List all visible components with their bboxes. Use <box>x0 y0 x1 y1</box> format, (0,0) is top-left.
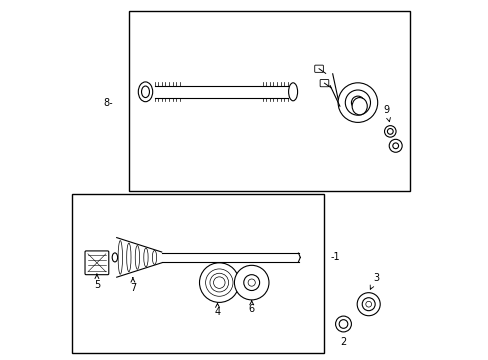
Text: -1: -1 <box>330 252 340 262</box>
Ellipse shape <box>288 83 297 101</box>
Circle shape <box>247 279 255 286</box>
Circle shape <box>199 263 239 302</box>
Text: 8-: 8- <box>103 98 113 108</box>
Circle shape <box>351 96 364 109</box>
Circle shape <box>362 298 374 311</box>
Text: 9: 9 <box>383 105 389 122</box>
Circle shape <box>388 139 401 152</box>
FancyBboxPatch shape <box>85 251 108 275</box>
Circle shape <box>337 83 377 122</box>
FancyBboxPatch shape <box>314 65 323 72</box>
Bar <box>72 194 323 353</box>
Text: 4: 4 <box>214 303 220 317</box>
Text: 3: 3 <box>369 273 378 289</box>
Text: 6: 6 <box>248 301 254 314</box>
Circle shape <box>356 293 380 316</box>
FancyBboxPatch shape <box>320 80 328 87</box>
Text: 2: 2 <box>340 337 346 347</box>
Circle shape <box>345 90 370 115</box>
Ellipse shape <box>141 86 149 98</box>
Bar <box>129 11 409 191</box>
Ellipse shape <box>112 253 117 262</box>
Circle shape <box>339 320 347 328</box>
Circle shape <box>234 265 268 300</box>
Circle shape <box>386 129 392 134</box>
Ellipse shape <box>138 82 152 102</box>
Circle shape <box>335 316 351 332</box>
Circle shape <box>392 143 398 149</box>
Ellipse shape <box>351 98 366 115</box>
Circle shape <box>244 275 259 291</box>
Text: 7: 7 <box>129 278 136 293</box>
Circle shape <box>384 126 395 137</box>
Text: 5: 5 <box>94 274 100 290</box>
